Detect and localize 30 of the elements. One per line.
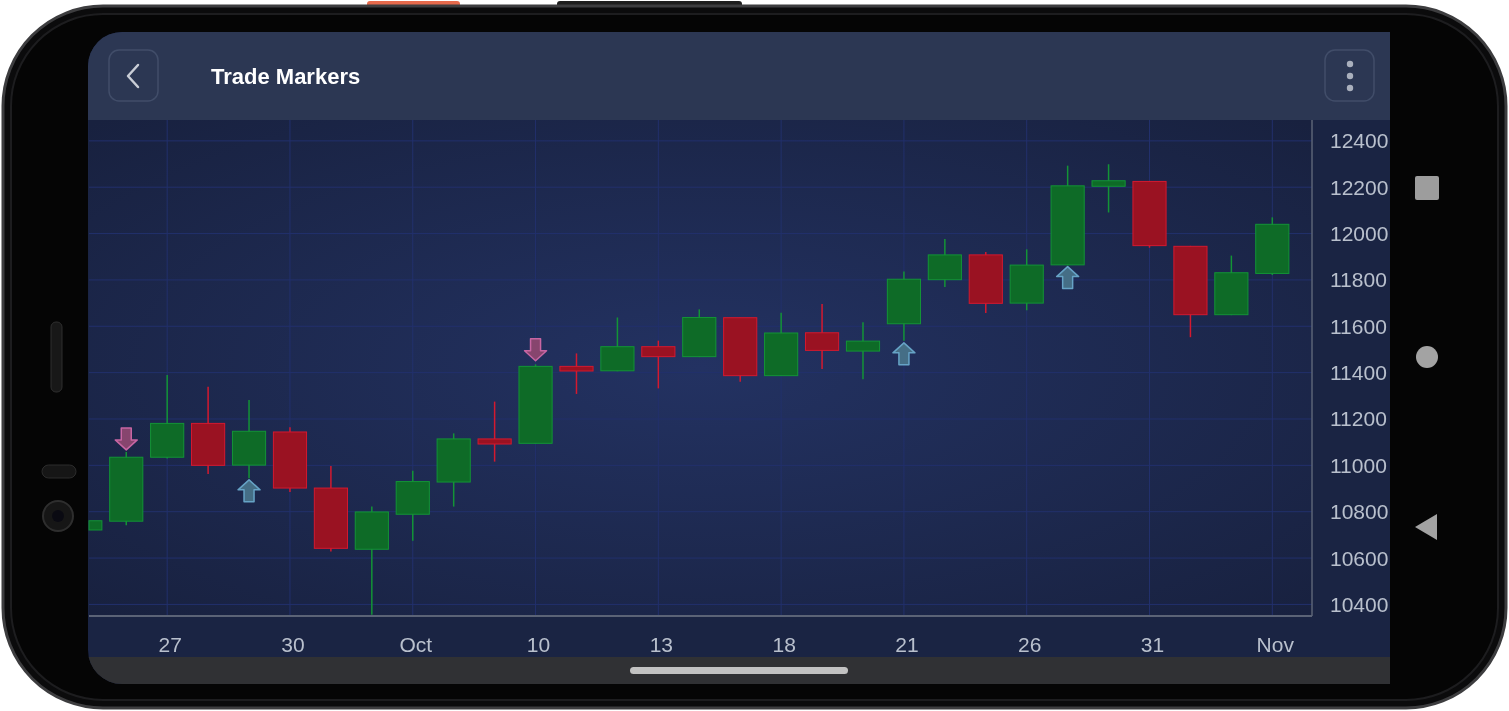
x-tick-label: 30 xyxy=(281,632,305,656)
y-tick-label: 10800 xyxy=(1330,500,1389,524)
candlestick xyxy=(477,400,512,463)
x-tick-label: Nov xyxy=(1256,632,1295,656)
chart-title: Trade Markers xyxy=(211,63,361,89)
x-tick-label: 26 xyxy=(1018,632,1042,656)
y-tick-label: 12400 xyxy=(1330,129,1389,153)
y-tick-label: 12000 xyxy=(1330,222,1389,246)
point xyxy=(892,342,916,366)
y-tick-label: 12200 xyxy=(1330,175,1389,199)
y-tick-label: 11400 xyxy=(1330,361,1387,385)
y-tick-label: 10400 xyxy=(1330,592,1389,616)
y-tick-label: 11800 xyxy=(1330,268,1387,292)
candlestick xyxy=(559,352,594,395)
y-tick-label: 11600 xyxy=(1330,314,1387,338)
x-tick-label: Oct xyxy=(399,632,433,656)
point xyxy=(523,337,548,362)
x-tick-label: 18 xyxy=(772,632,796,656)
x-tick-label: 21 xyxy=(895,632,919,656)
y-tick-label: 11200 xyxy=(1330,407,1387,431)
point xyxy=(114,427,138,451)
x-tick-label: 10 xyxy=(526,632,551,656)
x-tick-label: 31 xyxy=(1140,632,1165,656)
x-tick-label: 13 xyxy=(649,632,674,656)
y-tick-label: 10600 xyxy=(1330,546,1389,570)
point xyxy=(237,479,261,503)
point xyxy=(1055,265,1080,290)
x-tick-label: 27 xyxy=(158,632,182,656)
y-tick-label: 11000 xyxy=(1330,453,1387,477)
candlestick xyxy=(1091,163,1126,214)
